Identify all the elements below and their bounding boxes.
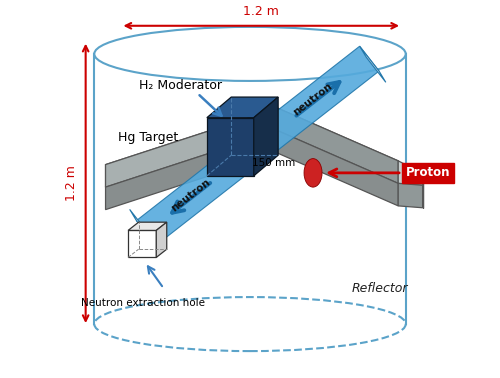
Text: neutron: neutron	[168, 177, 212, 213]
Polygon shape	[278, 108, 398, 183]
Polygon shape	[128, 222, 167, 231]
Ellipse shape	[304, 159, 322, 187]
Polygon shape	[254, 97, 278, 176]
Polygon shape	[106, 108, 278, 187]
Polygon shape	[207, 97, 278, 118]
Polygon shape	[398, 183, 422, 208]
Text: 1.2 m: 1.2 m	[244, 5, 279, 18]
Text: Proton: Proton	[406, 166, 450, 180]
Polygon shape	[156, 222, 167, 257]
Text: Neutron extraction hole: Neutron extraction hole	[81, 299, 205, 308]
Polygon shape	[207, 118, 254, 176]
Polygon shape	[136, 141, 258, 245]
Text: 1.2 m: 1.2 m	[66, 166, 78, 201]
Text: neutron: neutron	[292, 81, 335, 117]
Text: 150 mm: 150 mm	[252, 158, 295, 168]
Polygon shape	[106, 131, 398, 210]
Polygon shape	[398, 161, 422, 185]
Polygon shape	[106, 108, 398, 187]
Text: H₂ Moderator: H₂ Moderator	[139, 79, 222, 92]
Polygon shape	[360, 46, 386, 82]
Polygon shape	[130, 209, 156, 245]
Text: Hg Target: Hg Target	[118, 132, 178, 144]
Text: Reflector: Reflector	[351, 282, 408, 295]
Polygon shape	[238, 46, 379, 166]
Polygon shape	[128, 231, 156, 257]
